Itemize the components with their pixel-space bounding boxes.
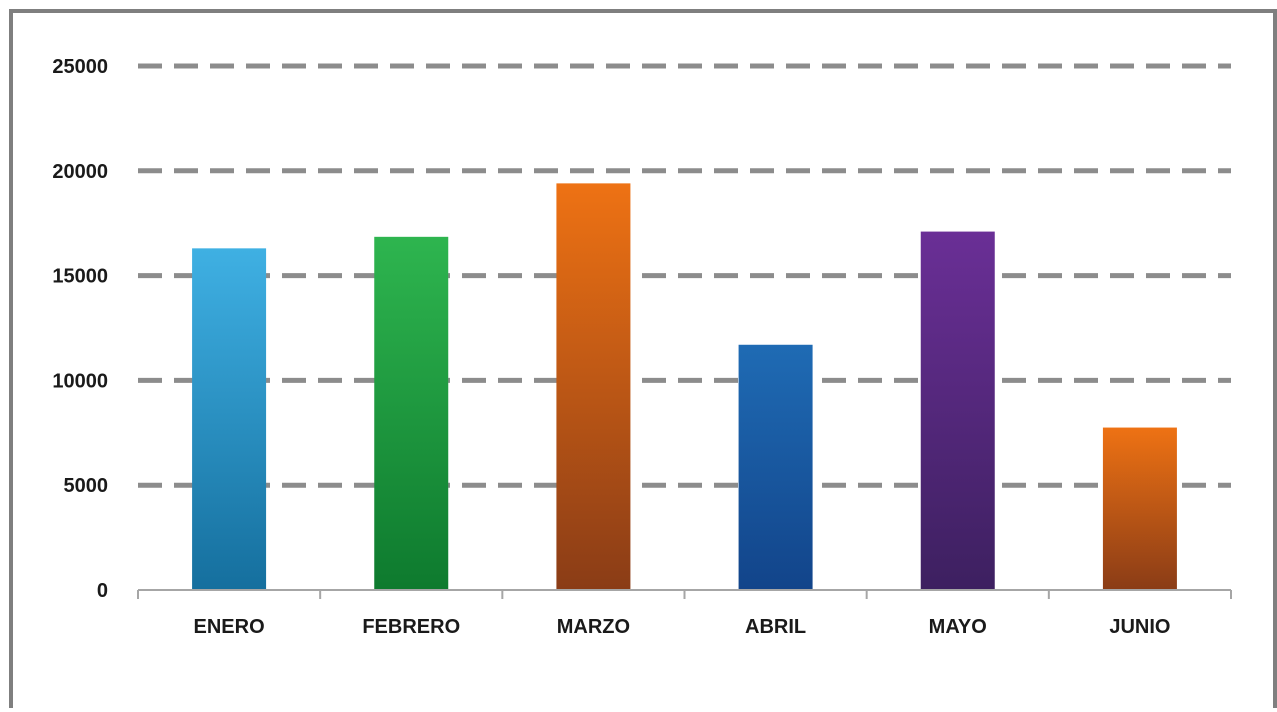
bars bbox=[192, 183, 1177, 591]
bar-febrero bbox=[374, 236, 449, 590]
x-category-label: ABRIL bbox=[745, 616, 806, 638]
y-axis-tick-labels: 0 5000 10000 15000 20000 25000 bbox=[52, 56, 108, 602]
y-tick-label: 15000 bbox=[52, 266, 108, 288]
x-category-label: ENERO bbox=[194, 616, 265, 638]
bar-junio bbox=[1102, 427, 1177, 590]
bar-mayo bbox=[920, 231, 995, 591]
y-tick-label: 20000 bbox=[52, 161, 108, 183]
x-category-label: FEBRERO bbox=[362, 616, 460, 638]
chart-frame: 0 5000 10000 15000 20000 25000 ENERO FEBRERO MA… bbox=[9, 9, 1277, 708]
bar-abril bbox=[738, 344, 813, 590]
x-category-label: MAYO bbox=[929, 616, 987, 638]
x-category-label: MARZO bbox=[557, 616, 630, 638]
x-category-label: JUNIO bbox=[1109, 616, 1170, 638]
gridlines bbox=[138, 63, 1231, 488]
bar-marzo bbox=[556, 183, 631, 590]
y-tick-label: 5000 bbox=[64, 475, 109, 497]
y-tick-label: 0 bbox=[97, 580, 108, 602]
bar-chart: 0 5000 10000 15000 20000 25000 ENERO FEBRERO MA… bbox=[52, 56, 1232, 638]
x-axis bbox=[137, 589, 1232, 599]
bar-enero bbox=[192, 248, 267, 591]
y-tick-label: 25000 bbox=[52, 56, 108, 78]
x-axis-category-labels: ENERO FEBRERO MARZO ABRIL MAYO JUNIO bbox=[194, 616, 1171, 638]
y-tick-label: 10000 bbox=[52, 370, 108, 392]
